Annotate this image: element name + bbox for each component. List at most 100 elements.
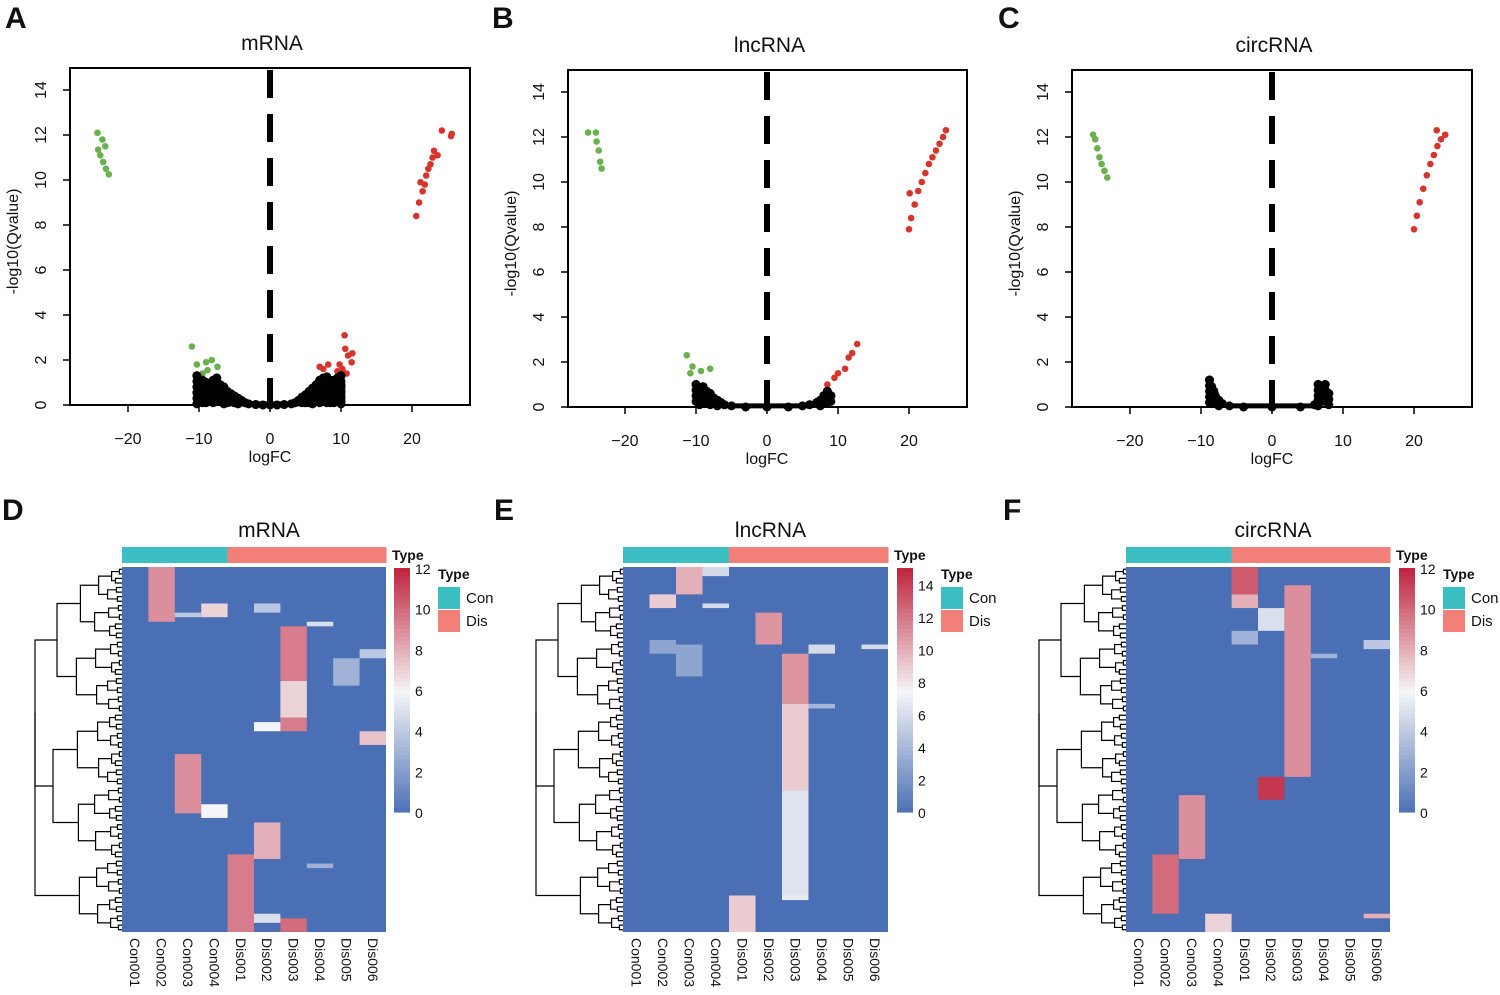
colorbar-segment (897, 702, 913, 707)
colorbar-segment (897, 624, 913, 630)
annotation-cell-Con (174, 547, 202, 563)
colorbar-segment (394, 624, 410, 630)
colorbar-segment (897, 653, 913, 659)
dendrogram-branch (1098, 794, 1114, 814)
y-tick-label: 0 (531, 402, 548, 411)
annotation-cell-Con (649, 547, 677, 563)
y-tick-label: 10 (33, 171, 50, 189)
heatmap-cell (1363, 640, 1390, 650)
annotation-cell-Dis (835, 547, 862, 563)
dendrogram-branch (615, 897, 623, 903)
colorbar-segment (1399, 604, 1415, 610)
heatmap-cell (676, 567, 703, 595)
annotation-cell-Con (1178, 547, 1206, 563)
x-axis-label: logFC (249, 449, 292, 466)
x-tick-label: −10 (1187, 433, 1214, 450)
colorbar-segment (394, 787, 410, 793)
point-up (932, 147, 940, 154)
colorbar-tick-label: 0 (918, 805, 926, 821)
colorbar-segment (897, 685, 913, 691)
dendrogram-branch (618, 833, 623, 840)
colorbar-segment (394, 600, 410, 606)
colorbar-segment (394, 746, 410, 752)
colorbar-segment (1399, 807, 1415, 813)
column-label: Dis005 (338, 938, 354, 982)
heatmap-lncRNA: lncRNA Type Con001 Con002 Con003 Con004 Dis001… (535, 519, 997, 987)
dendrogram-branch (1121, 650, 1126, 657)
colorbar-segment (1399, 755, 1415, 760)
point-up (834, 369, 842, 377)
colorbar-segment (394, 637, 410, 642)
colorbar-segment (394, 572, 410, 577)
point-up (905, 225, 913, 233)
colorbar-segment (897, 681, 913, 687)
colorbar-segment (394, 791, 410, 797)
dendrogram-branch (617, 596, 623, 602)
dendrogram-branch (114, 577, 122, 584)
dendrogram-branch (118, 659, 122, 666)
colorbar-segment (1399, 742, 1415, 748)
annotation-cell-Dis (306, 547, 334, 563)
dendrogram-branch (1118, 805, 1126, 812)
colorbar-segment (394, 799, 410, 805)
dendrogram-branch (1121, 787, 1126, 794)
colorbar-segment (394, 641, 410, 646)
colorbar-segment (394, 759, 410, 764)
column-label: Con001 (127, 938, 143, 987)
y-tick-label: 14 (531, 83, 548, 101)
dendrogram-branch (1119, 860, 1126, 867)
point-up (1427, 160, 1434, 168)
colorbar-segment (1399, 702, 1415, 707)
column-label: Dis002 (259, 938, 275, 982)
dendrogram-branch (1120, 778, 1126, 785)
legend-label: Dis (1471, 613, 1493, 630)
annotation-cell-Dis (782, 547, 809, 563)
colorbar-tick-label: 0 (415, 805, 423, 821)
colorbar-segment (1399, 592, 1415, 598)
dendrogram-branch (1112, 881, 1124, 892)
dendrogram-branch (108, 881, 120, 892)
dendrogram-branch (1121, 605, 1126, 611)
point-up (1433, 126, 1441, 134)
heatmap-cell (755, 612, 782, 645)
colorbar-segment (1399, 734, 1415, 740)
column-label: Dis001 (734, 938, 750, 982)
heatmap-cell (359, 731, 386, 745)
colorbar-segment (1399, 795, 1415, 801)
colorbar-segment (394, 783, 410, 789)
point-down (595, 147, 603, 154)
column-label: Dis005 (840, 938, 856, 982)
point-down (193, 361, 201, 368)
dendrogram-branch (1120, 687, 1126, 694)
colorbar-segment (897, 637, 913, 642)
dendrogram-branch (615, 851, 623, 858)
point-up (942, 126, 950, 134)
colorbar-tick-label: 10 (415, 602, 431, 618)
dendrogram-branch (114, 669, 122, 675)
colorbar-segment (897, 580, 913, 585)
colorbar-segment (1399, 669, 1415, 675)
dendrogram-branch (1119, 906, 1126, 913)
column-label: Dis006 (867, 938, 883, 982)
point-up (447, 132, 455, 140)
dendrogram-branch (1082, 876, 1102, 915)
column-label: Dis003 (787, 938, 803, 982)
legend-swatch-Dis (438, 610, 460, 632)
point-down (204, 366, 211, 374)
dendrogram-branch (1121, 878, 1126, 885)
colorbar-segment (1399, 694, 1415, 699)
colorbar-segment (897, 763, 913, 768)
dendrogram-branch (96, 685, 109, 705)
colorbar-segment (394, 584, 410, 589)
point-up (841, 365, 849, 373)
colorbar-segment (394, 661, 410, 667)
colorbar-segment (897, 755, 913, 760)
heatmap-cell (359, 649, 386, 659)
colorbar-segment (394, 616, 410, 622)
y-tick-label: 12 (531, 128, 548, 146)
dendrogram-branch (117, 605, 122, 611)
annotation-cell-Con (623, 547, 650, 563)
annotation-cell-Dis (808, 547, 836, 563)
point-down (1091, 135, 1099, 143)
dendrogram-branch (615, 577, 623, 584)
